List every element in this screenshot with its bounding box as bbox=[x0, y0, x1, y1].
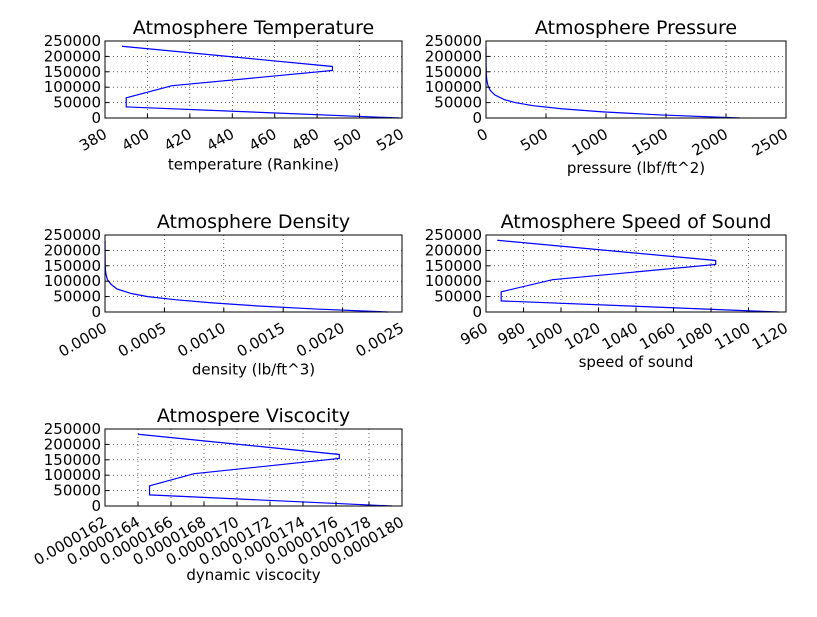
y-tick-label: 150000 bbox=[44, 63, 101, 81]
x-tick-label: 520 bbox=[373, 125, 407, 155]
x-tick-label: 1120 bbox=[749, 319, 791, 354]
y-tick-label: 0 bbox=[472, 109, 482, 127]
chart-title: Atmospere Viscocity bbox=[157, 405, 350, 427]
x-tick-label: 0.0020 bbox=[293, 319, 347, 361]
y-tick-label: 150000 bbox=[44, 451, 101, 469]
x-tick-label: 1100 bbox=[711, 319, 753, 354]
y-tick-label: 50000 bbox=[434, 94, 482, 112]
x-tick-label: 1000 bbox=[524, 319, 566, 354]
chart-title: Atmosphere Speed of Sound bbox=[501, 211, 772, 233]
y-tick-label: 50000 bbox=[53, 482, 101, 500]
x-tick-label: 980 bbox=[495, 319, 529, 349]
y-tick-label: 100000 bbox=[44, 78, 101, 96]
y-tick-label: 0 bbox=[91, 109, 101, 127]
y-tick-label: 200000 bbox=[425, 47, 482, 65]
y-tick-label: 100000 bbox=[425, 272, 482, 290]
x-tick-label: 2000 bbox=[689, 125, 731, 160]
series-line bbox=[497, 239, 780, 313]
x-axis-label: density (lb/ft^3) bbox=[192, 361, 315, 379]
y-tick-label: 200000 bbox=[44, 47, 101, 65]
y-tick-label: 50000 bbox=[434, 288, 482, 306]
chart-title: Atmosphere Temperature bbox=[133, 17, 374, 39]
x-tick-label: 500 bbox=[517, 125, 551, 155]
x-tick-label: 0.0000 bbox=[56, 319, 110, 361]
series-line bbox=[121, 45, 400, 119]
y-tick-label: 250000 bbox=[44, 32, 101, 50]
x-tick-label: 0.0010 bbox=[174, 319, 228, 361]
series-line bbox=[137, 433, 393, 507]
x-tick-label: 1500 bbox=[629, 125, 671, 160]
y-tick-label: 250000 bbox=[44, 420, 101, 438]
y-tick-label: 0 bbox=[91, 303, 101, 321]
x-tick-label: 1000 bbox=[569, 125, 611, 160]
y-tick-label: 50000 bbox=[53, 288, 101, 306]
y-tick-label: 0 bbox=[91, 497, 101, 515]
x-tick-label: 380 bbox=[76, 125, 110, 155]
x-tick-label: 400 bbox=[119, 125, 153, 155]
plot-frame bbox=[485, 40, 787, 119]
y-tick-label: 250000 bbox=[425, 226, 482, 244]
x-axis-label: pressure (lbf/ft^2) bbox=[567, 159, 705, 177]
x-axis-label: temperature (Rankine) bbox=[168, 155, 339, 173]
chart-title: Atmosphere Density bbox=[157, 211, 350, 233]
y-tick-label: 100000 bbox=[425, 78, 482, 96]
y-tick-label: 200000 bbox=[425, 241, 482, 259]
x-tick-label: 1060 bbox=[636, 319, 678, 354]
x-tick-label: 2500 bbox=[749, 125, 791, 160]
x-tick-label: 960 bbox=[457, 319, 491, 349]
y-tick-label: 250000 bbox=[44, 226, 101, 244]
plot-frame bbox=[104, 40, 403, 119]
plot-frame bbox=[485, 234, 787, 313]
x-axis-label: speed of sound bbox=[579, 353, 694, 371]
y-tick-label: 250000 bbox=[425, 32, 482, 50]
x-tick-label: 1040 bbox=[599, 319, 641, 354]
y-tick-label: 150000 bbox=[425, 63, 482, 81]
x-tick-label: 1080 bbox=[674, 319, 716, 354]
chart-title: Atmosphere Pressure bbox=[535, 17, 737, 39]
plot-frame bbox=[104, 428, 403, 507]
x-axis-label: dynamic viscocity bbox=[186, 566, 320, 584]
series-line bbox=[104, 241, 388, 313]
x-tick-label: 480 bbox=[288, 125, 322, 155]
x-tick-label: 440 bbox=[203, 125, 237, 155]
x-tick-label: 500 bbox=[331, 125, 365, 155]
y-tick-label: 100000 bbox=[44, 272, 101, 290]
x-tick-label: 0 bbox=[474, 125, 491, 145]
y-tick-label: 150000 bbox=[425, 257, 482, 275]
plot-frame bbox=[104, 234, 403, 313]
x-tick-label: 460 bbox=[246, 125, 280, 155]
x-tick-label: 420 bbox=[161, 125, 195, 155]
y-tick-label: 200000 bbox=[44, 435, 101, 453]
x-tick-label: 0.0005 bbox=[115, 319, 169, 361]
y-tick-label: 200000 bbox=[44, 241, 101, 259]
y-tick-label: 0 bbox=[472, 303, 482, 321]
x-tick-label: 0.0025 bbox=[353, 319, 407, 361]
y-tick-label: 150000 bbox=[44, 257, 101, 275]
y-tick-label: 50000 bbox=[53, 94, 101, 112]
series-line bbox=[485, 47, 740, 119]
x-tick-label: 1020 bbox=[561, 319, 603, 354]
y-tick-label: 100000 bbox=[44, 466, 101, 484]
chart-panel-5: 0500001000001500002000002500000.00001620… bbox=[31, 405, 407, 584]
x-tick-label: 0.0015 bbox=[234, 319, 288, 361]
